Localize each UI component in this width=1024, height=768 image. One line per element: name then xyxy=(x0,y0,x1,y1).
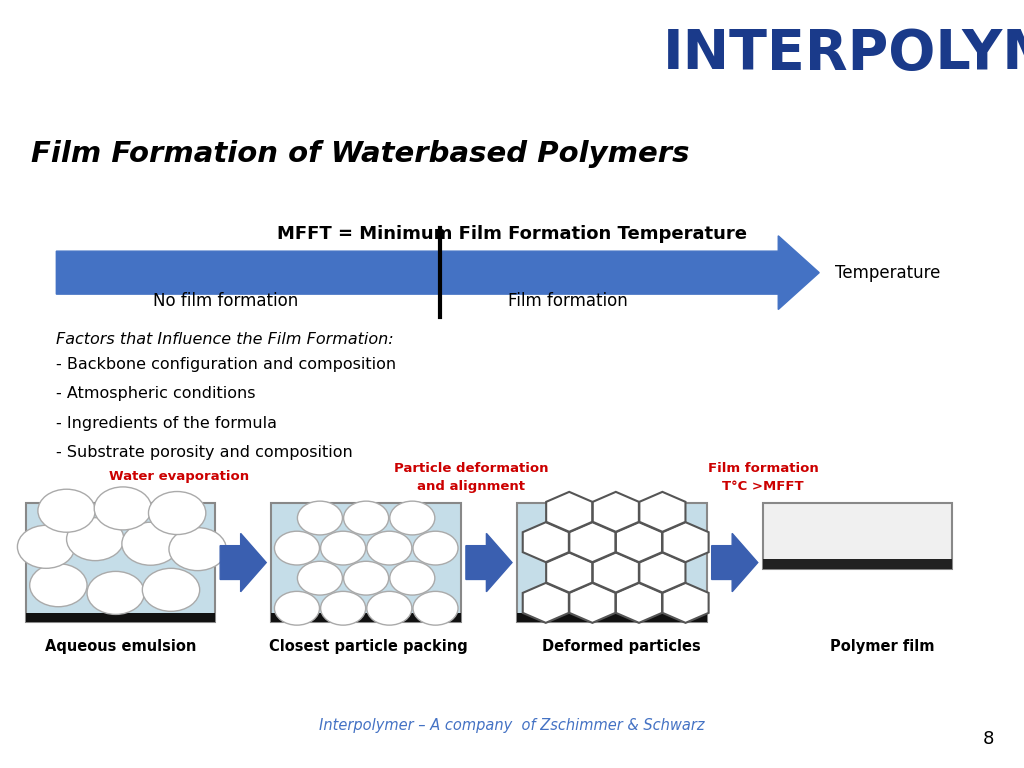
Bar xyxy=(517,613,707,622)
Text: Temperature: Temperature xyxy=(835,263,940,282)
Circle shape xyxy=(94,487,152,530)
Circle shape xyxy=(87,571,144,614)
Text: Particle deformation: Particle deformation xyxy=(394,462,548,475)
Text: - Backbone configuration and composition: - Backbone configuration and composition xyxy=(56,357,396,372)
Text: Film Formation of Waterbased Polymers: Film Formation of Waterbased Polymers xyxy=(31,140,689,167)
Bar xyxy=(26,613,215,622)
Circle shape xyxy=(148,492,206,535)
Circle shape xyxy=(321,531,366,565)
Circle shape xyxy=(67,518,124,561)
Text: Interpolymer – A company  of Zschimmer & Schwarz: Interpolymer – A company of Zschimmer & … xyxy=(319,718,705,733)
Text: INTERPOLYMER: INTERPOLYMER xyxy=(663,27,1024,81)
Polygon shape xyxy=(663,583,709,623)
Polygon shape xyxy=(615,583,663,623)
Bar xyxy=(271,613,461,622)
Polygon shape xyxy=(663,522,709,562)
Circle shape xyxy=(17,525,75,568)
Circle shape xyxy=(297,561,342,595)
Text: Polymer film: Polymer film xyxy=(830,639,935,654)
Text: - Atmospheric conditions: - Atmospheric conditions xyxy=(56,386,256,402)
Polygon shape xyxy=(546,552,592,592)
Polygon shape xyxy=(56,236,819,310)
Circle shape xyxy=(344,502,389,535)
Circle shape xyxy=(321,591,366,625)
FancyBboxPatch shape xyxy=(763,503,952,568)
Polygon shape xyxy=(639,552,685,592)
Polygon shape xyxy=(593,552,639,592)
Circle shape xyxy=(274,591,319,625)
Circle shape xyxy=(390,561,435,595)
Polygon shape xyxy=(522,583,569,623)
Polygon shape xyxy=(593,492,639,531)
Text: 8: 8 xyxy=(982,730,994,748)
Bar xyxy=(763,558,952,568)
Text: Water evaporation: Water evaporation xyxy=(110,470,249,482)
Text: Closest particle packing: Closest particle packing xyxy=(269,639,468,654)
Circle shape xyxy=(413,531,458,565)
Polygon shape xyxy=(615,522,663,562)
Polygon shape xyxy=(712,533,758,591)
Circle shape xyxy=(30,564,87,607)
FancyBboxPatch shape xyxy=(271,503,461,622)
Circle shape xyxy=(38,489,95,532)
Text: Film formation: Film formation xyxy=(708,462,818,475)
Circle shape xyxy=(344,561,389,595)
Circle shape xyxy=(297,502,342,535)
Text: - Substrate porosity and composition: - Substrate porosity and composition xyxy=(56,445,353,460)
Polygon shape xyxy=(569,522,615,562)
FancyBboxPatch shape xyxy=(517,503,707,622)
Polygon shape xyxy=(220,533,266,591)
Circle shape xyxy=(367,591,412,625)
Polygon shape xyxy=(569,583,615,623)
Polygon shape xyxy=(466,533,512,591)
Polygon shape xyxy=(522,522,569,562)
FancyBboxPatch shape xyxy=(26,503,215,622)
Text: and alignment: and alignment xyxy=(417,481,525,493)
Text: Factors that Influence the Film Formation:: Factors that Influence the Film Formatio… xyxy=(56,332,394,347)
Text: - Ingredients of the formula: - Ingredients of the formula xyxy=(56,415,278,431)
Text: MFFT = Minimum Film Formation Temperature: MFFT = Minimum Film Formation Temperatur… xyxy=(278,225,746,243)
Circle shape xyxy=(413,591,458,625)
Text: No film formation: No film formation xyxy=(153,292,298,310)
Circle shape xyxy=(274,531,319,565)
Polygon shape xyxy=(546,492,592,531)
Circle shape xyxy=(169,528,226,571)
Text: Deformed particles: Deformed particles xyxy=(542,639,701,654)
Circle shape xyxy=(390,502,435,535)
Text: Aqueous emulsion: Aqueous emulsion xyxy=(45,639,197,654)
Polygon shape xyxy=(639,492,685,531)
Text: T°C >MFFT: T°C >MFFT xyxy=(722,481,804,493)
Circle shape xyxy=(142,568,200,611)
Text: Film formation: Film formation xyxy=(509,292,628,310)
Circle shape xyxy=(367,531,412,565)
Circle shape xyxy=(122,522,179,565)
